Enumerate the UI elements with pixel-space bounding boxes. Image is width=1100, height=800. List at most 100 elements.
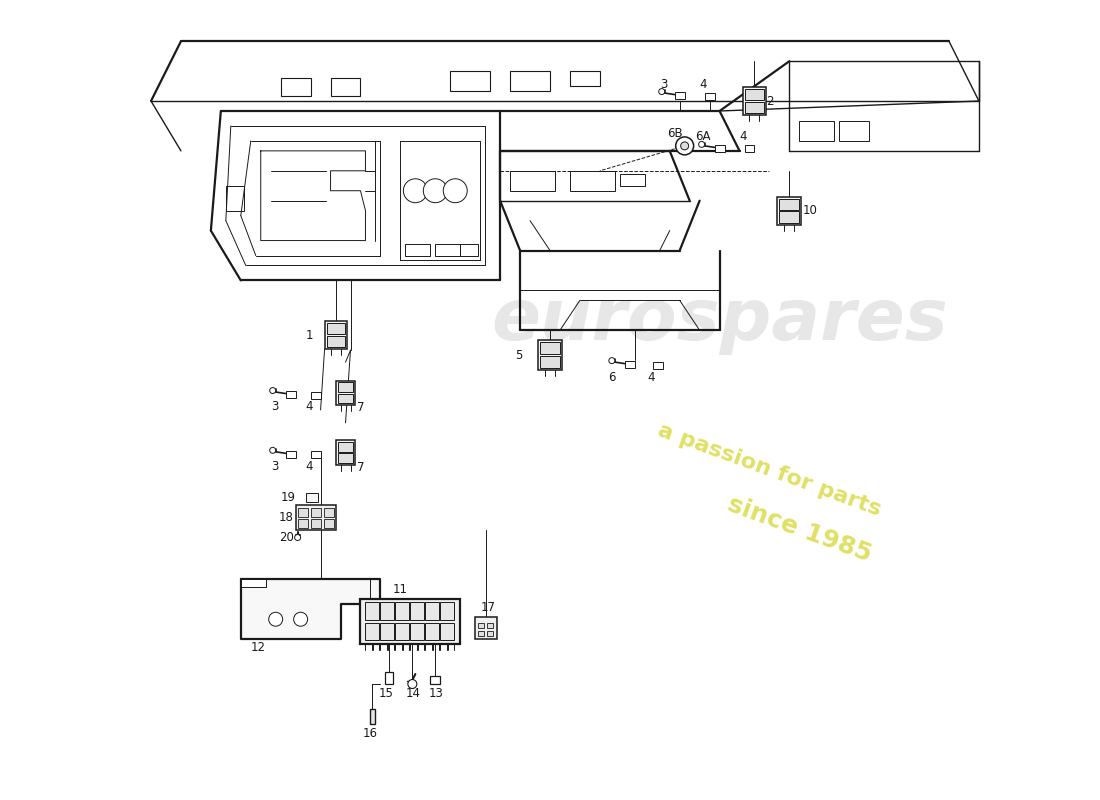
Bar <box>324 322 346 349</box>
Circle shape <box>404 178 427 202</box>
Text: 1: 1 <box>306 329 313 342</box>
Bar <box>450 71 491 91</box>
Circle shape <box>295 534 300 541</box>
Bar <box>715 145 725 152</box>
Circle shape <box>609 358 615 364</box>
Bar <box>381 602 394 620</box>
Text: 3: 3 <box>271 460 278 474</box>
Bar <box>365 623 378 640</box>
Text: 12: 12 <box>251 641 266 654</box>
Bar <box>780 211 800 222</box>
Bar <box>510 71 550 91</box>
Bar <box>338 454 353 463</box>
Text: 18: 18 <box>278 511 294 524</box>
Bar <box>395 602 409 620</box>
Bar <box>705 93 715 99</box>
Bar <box>742 87 767 115</box>
Text: 5: 5 <box>515 349 522 362</box>
Text: 7: 7 <box>358 462 365 474</box>
Text: since 1985: since 1985 <box>724 492 875 566</box>
Bar <box>395 623 409 640</box>
Text: 14: 14 <box>406 687 420 701</box>
Bar <box>478 622 484 628</box>
Circle shape <box>443 178 468 202</box>
Circle shape <box>681 142 689 150</box>
Bar <box>226 186 244 210</box>
Text: 11: 11 <box>393 583 408 596</box>
Text: 15: 15 <box>378 687 394 701</box>
Bar <box>426 623 439 640</box>
Bar <box>539 342 561 354</box>
Text: 13: 13 <box>428 687 443 701</box>
Text: 6B: 6B <box>667 127 682 141</box>
Bar <box>296 505 336 530</box>
Bar <box>800 121 834 141</box>
Circle shape <box>268 612 283 626</box>
Text: 20: 20 <box>278 531 294 544</box>
Bar <box>410 602 424 620</box>
Bar <box>839 121 869 141</box>
Circle shape <box>659 89 664 94</box>
Bar <box>406 243 430 255</box>
Bar <box>436 243 460 255</box>
Bar <box>625 361 635 368</box>
Text: 3: 3 <box>271 401 278 414</box>
Bar <box>475 618 497 639</box>
Bar <box>306 493 318 502</box>
Bar <box>371 709 375 724</box>
Text: 4: 4 <box>739 130 747 143</box>
Text: 2: 2 <box>767 94 774 107</box>
Circle shape <box>675 137 694 155</box>
Text: 3: 3 <box>660 78 667 90</box>
Bar <box>745 102 764 113</box>
Bar <box>241 579 266 587</box>
Bar <box>440 623 453 640</box>
Bar <box>745 146 755 152</box>
Bar <box>336 440 355 466</box>
Bar <box>570 71 600 86</box>
Text: 19: 19 <box>280 491 296 504</box>
Bar <box>361 599 460 644</box>
Bar <box>745 89 764 100</box>
Bar <box>280 78 310 96</box>
Text: 7: 7 <box>358 402 365 414</box>
Bar <box>310 508 320 517</box>
Bar <box>652 362 662 369</box>
Bar <box>478 630 484 636</box>
Text: a passion for parts: a passion for parts <box>654 420 884 519</box>
Bar <box>538 340 562 370</box>
Text: 6A: 6A <box>694 130 711 143</box>
Bar <box>487 622 493 628</box>
Bar <box>381 623 394 640</box>
Bar <box>310 391 320 398</box>
Bar <box>323 519 333 527</box>
Bar <box>365 602 378 620</box>
Bar <box>430 676 440 684</box>
Circle shape <box>270 447 276 454</box>
Text: 4: 4 <box>306 401 313 414</box>
Circle shape <box>424 178 448 202</box>
Bar <box>310 519 320 527</box>
Bar <box>460 243 478 255</box>
Bar <box>310 451 320 458</box>
Circle shape <box>408 679 417 689</box>
Bar <box>336 381 355 406</box>
Bar <box>570 170 615 190</box>
Bar <box>338 394 353 403</box>
Bar <box>440 602 453 620</box>
Bar <box>298 508 308 517</box>
Text: 16: 16 <box>363 727 377 740</box>
Bar <box>539 356 561 368</box>
Bar <box>338 442 353 452</box>
Text: 17: 17 <box>481 601 495 614</box>
Circle shape <box>270 387 276 394</box>
Text: 6: 6 <box>608 370 615 383</box>
Text: eurospares: eurospares <box>492 286 948 354</box>
Bar <box>426 602 439 620</box>
Bar <box>323 508 333 517</box>
Bar <box>619 174 645 186</box>
Bar <box>510 170 556 190</box>
Text: 4: 4 <box>700 78 707 90</box>
Bar <box>286 451 296 458</box>
Bar <box>327 336 344 347</box>
